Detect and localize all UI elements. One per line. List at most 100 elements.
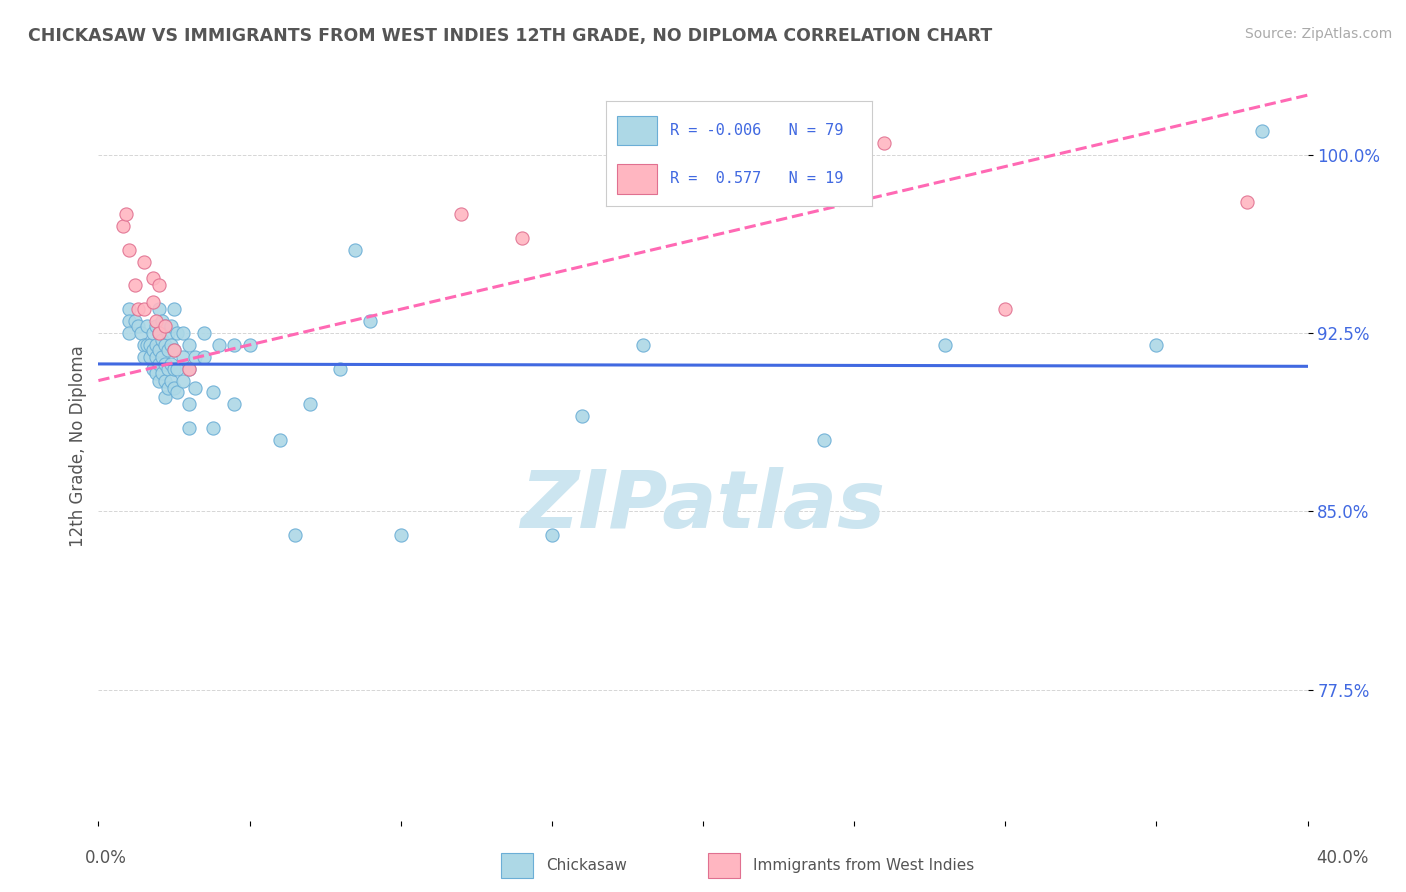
Point <box>179 361 201 376</box>
Point <box>1144 338 1167 352</box>
Point <box>299 397 322 411</box>
Point <box>166 326 188 340</box>
Point <box>145 314 167 328</box>
Point <box>1236 195 1258 210</box>
Point <box>163 361 186 376</box>
Point <box>873 136 896 150</box>
Point <box>135 318 157 333</box>
Point <box>163 343 186 357</box>
Point <box>360 314 382 328</box>
Point <box>145 318 167 333</box>
Point <box>118 243 141 257</box>
Text: CHICKASAW VS IMMIGRANTS FROM WEST INDIES 12TH GRADE, NO DIPLOMA CORRELATION CHAR: CHICKASAW VS IMMIGRANTS FROM WEST INDIES… <box>28 27 993 45</box>
Point <box>148 278 170 293</box>
Point <box>813 433 835 447</box>
Point <box>118 326 141 340</box>
Point <box>132 254 155 268</box>
Point <box>344 243 367 257</box>
Point <box>193 350 215 364</box>
Point <box>934 338 956 352</box>
Text: 40.0%: 40.0% <box>1316 849 1369 867</box>
Point <box>156 326 179 340</box>
Point <box>118 302 141 317</box>
Point <box>239 338 262 352</box>
Point <box>156 381 179 395</box>
Point <box>132 338 155 352</box>
Point <box>114 207 136 221</box>
Point <box>150 314 173 328</box>
Point <box>172 350 194 364</box>
Point <box>389 528 412 542</box>
Point <box>160 374 183 388</box>
Text: Source: ZipAtlas.com: Source: ZipAtlas.com <box>1244 27 1392 41</box>
Point <box>172 374 194 388</box>
Point <box>202 385 225 400</box>
Point <box>1251 124 1274 138</box>
Bar <box>501 853 533 878</box>
Point <box>148 326 170 340</box>
Point <box>139 350 162 364</box>
Point <box>163 381 186 395</box>
Point <box>129 326 152 340</box>
Point <box>150 333 173 347</box>
Point <box>160 338 183 352</box>
Point <box>540 528 562 542</box>
Point <box>179 397 201 411</box>
Point <box>153 338 176 352</box>
Point <box>153 318 176 333</box>
Point <box>166 385 188 400</box>
Point <box>148 326 170 340</box>
Point <box>124 314 146 328</box>
Point <box>148 343 170 357</box>
Point <box>184 350 207 364</box>
Point <box>132 302 155 317</box>
Text: ZIPatlas: ZIPatlas <box>520 467 886 545</box>
Point <box>284 528 307 542</box>
Point <box>510 231 533 245</box>
Point <box>179 361 201 376</box>
Point <box>269 433 291 447</box>
Point <box>224 338 246 352</box>
Point <box>142 326 165 340</box>
Point <box>163 302 186 317</box>
Point <box>145 350 167 364</box>
Point <box>145 338 167 352</box>
Point <box>150 367 173 381</box>
Text: Chickasaw: Chickasaw <box>546 858 627 872</box>
Point <box>118 314 141 328</box>
Point <box>166 361 188 376</box>
Point <box>148 302 170 317</box>
Point <box>153 374 176 388</box>
Point <box>142 271 165 285</box>
Point <box>150 350 173 364</box>
Point <box>142 295 165 310</box>
Point <box>160 318 183 333</box>
Point <box>111 219 134 233</box>
Point <box>571 409 593 424</box>
Point <box>156 343 179 357</box>
Point <box>163 343 186 357</box>
Point <box>148 374 170 388</box>
Point <box>179 338 201 352</box>
Point <box>156 361 179 376</box>
Point <box>329 361 352 376</box>
Point <box>202 421 225 435</box>
Point <box>153 357 176 371</box>
Point <box>127 318 149 333</box>
Point <box>179 421 201 435</box>
Point <box>208 338 231 352</box>
Point <box>153 390 176 404</box>
Point <box>148 357 170 371</box>
Point <box>142 361 165 376</box>
Point <box>127 302 149 317</box>
Y-axis label: 12th Grade, No Diploma: 12th Grade, No Diploma <box>69 345 87 547</box>
Point <box>139 338 162 352</box>
Point <box>142 343 165 357</box>
Text: Immigrants from West Indies: Immigrants from West Indies <box>754 858 974 872</box>
Point <box>160 357 183 371</box>
Bar <box>709 853 740 878</box>
Point <box>153 318 176 333</box>
Point <box>135 338 157 352</box>
Point <box>124 278 146 293</box>
Text: 0.0%: 0.0% <box>84 849 127 867</box>
